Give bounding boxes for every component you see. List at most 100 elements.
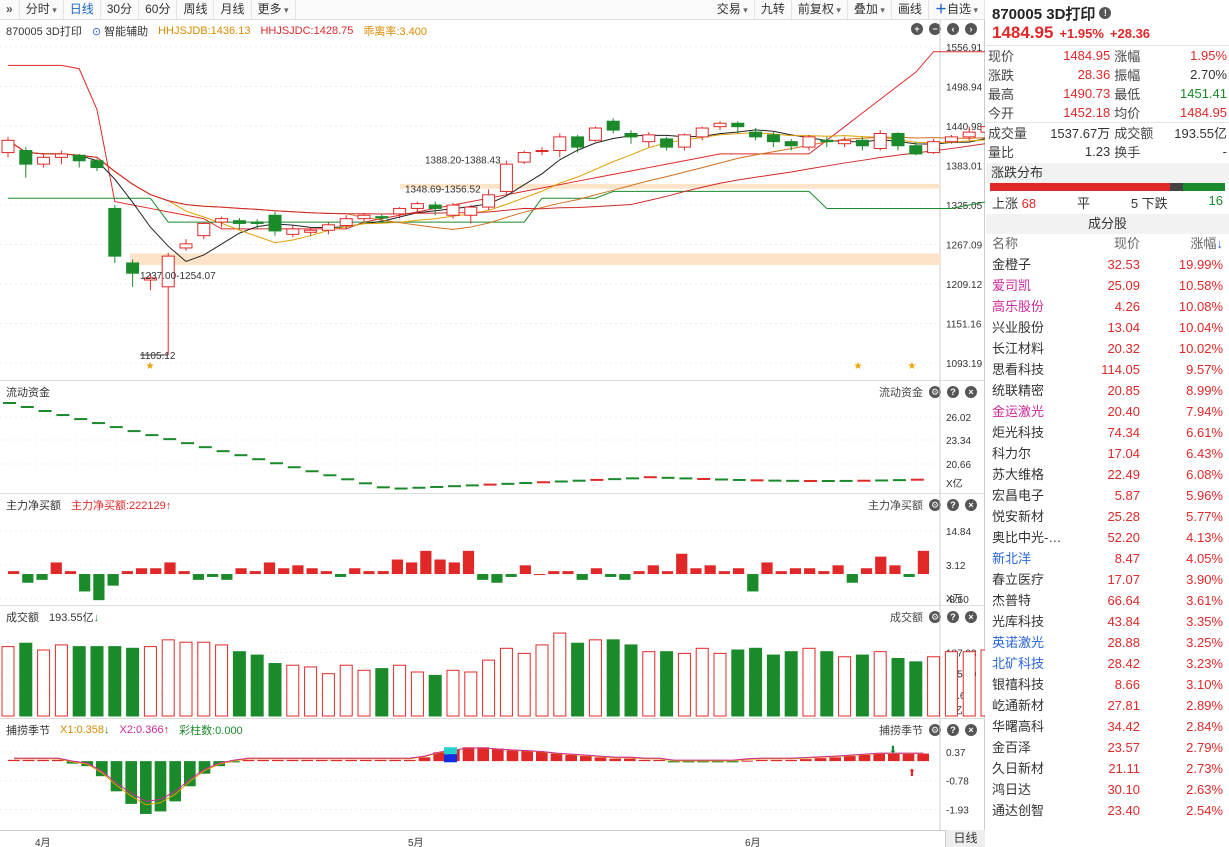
flat-label: 平 [1076,196,1090,211]
bar [272,759,284,762]
help-icon[interactable]: ? [947,724,959,736]
overlay-button[interactable]: 叠加 [848,0,892,19]
component-row[interactable]: 金运激光 20.40 7.94% [986,401,1229,422]
component-row[interactable]: 金百泽 23.57 2.79% [986,737,1229,758]
hhjsjdc-label: HHJSJDC:1428.75 [260,25,354,37]
tab-weekly[interactable]: 周线 [177,0,215,19]
tab-daily[interactable]: 日线 [64,0,101,19]
component-price: 21.11 [1108,761,1140,776]
component-row[interactable]: 炬光科技 74.34 6.61% [986,422,1229,443]
x-label-june: 6月 [745,838,761,847]
macd-title: 捕捞季节 [6,725,50,737]
component-row[interactable]: 屹通新材 27.81 2.89% [986,695,1229,716]
component-row[interactable]: 高乐股份 4.26 10.08% [986,296,1229,317]
candle-body [980,126,985,133]
col-price[interactable]: 现价 [1113,236,1140,251]
close-icon[interactable]: × [965,499,977,511]
close-icon[interactable]: × [965,386,977,398]
candle-body [143,277,157,281]
close-icon[interactable]: × [965,611,977,623]
component-price: 30.10 [1107,782,1140,797]
component-row[interactable]: 苏大维格 22.49 6.08% [986,464,1229,485]
component-row[interactable]: 光库科技 43.84 3.35% [986,611,1229,632]
component-row[interactable]: 春立医疗 17.07 3.90% [986,569,1229,590]
fuquan-button[interactable]: 前复权 [792,0,848,19]
component-row[interactable]: 鸿日达 30.10 2.63% [986,779,1229,800]
macd-panel[interactable]: 捕捞季节 X1:0.358↓ X2:0.366↑ 彩柱数:0.000 捕捞季节 ⚙? × … [0,718,985,830]
kline-chart[interactable]: 870005 3D打印 ⊙ 智能辅助 HHJSJDB:1436.13 HHJSJ… [0,20,985,380]
zoom-in-icon[interactable]: + [911,23,923,35]
bar [228,761,240,763]
bar [533,574,546,576]
help-icon[interactable]: ? [947,611,959,623]
component-row[interactable]: 奥比中光-… 52.20 4.13% [986,527,1229,548]
bar [697,761,709,763]
component-row[interactable]: 悦安新材 25.28 5.77% [986,506,1229,527]
trade-button[interactable]: 交易 [711,0,755,19]
tab-monthly[interactable]: 月线 [214,0,252,19]
component-row[interactable]: 北矿科技 28.42 3.23% [986,653,1229,674]
col-name[interactable]: 名称 [992,236,1019,251]
help-icon[interactable]: ? [947,499,959,511]
quote-value: 193.55亿 [1174,126,1227,141]
col-change[interactable]: 涨幅↓ [1190,236,1223,251]
netbuy-value: 主力净买额:222129↑ [71,500,172,512]
candle-body [268,214,282,232]
component-row[interactable]: 英诺激光 28.88 3.25% [986,632,1229,653]
y-tick-label: 125.29 [946,670,977,681]
component-row[interactable]: 金橙子 32.53 19.99% [986,254,1229,275]
tab-more[interactable]: 更多 [252,0,296,19]
annotation-zone-3: 1237.00-1254.07 [140,271,216,282]
bar [278,568,290,575]
scroll-right-icon[interactable]: › [965,23,977,35]
add-watchlist-button[interactable]: ＋自选 [929,0,985,19]
flow-panel[interactable]: 流动资金 流动资金 ⚙? × 26.02 23.34 20.66 X亿 [0,380,985,493]
collapse-icon[interactable]: » [0,0,20,19]
help-icon[interactable]: ? [947,386,959,398]
draw-button[interactable]: 画线 [892,0,929,19]
netbuy-panel[interactable]: 主力净买额 主力净买额:222129↑ 主力净买额 ⚙? × 14.84 3.12 -8.… [0,493,985,605]
component-row[interactable]: 思看科技 114.05 9.57% [986,359,1229,380]
component-row[interactable]: 华曙高科 34.42 2.84% [986,716,1229,737]
color-bar [444,747,457,755]
volume-value: 193.55亿↓ [49,612,100,624]
quote-value: 1.95% [1190,48,1227,63]
zoom-out-icon[interactable]: − [929,23,941,35]
quote-row: 成交量 1537.67万 成交额 193.55亿 [986,122,1229,143]
scroll-left-icon[interactable]: ‹ [947,23,959,35]
jiuzhuan-button[interactable]: 九转 [755,0,792,19]
component-row[interactable]: 科力尔 17.04 6.43% [986,443,1229,464]
component-row[interactable]: 统联精密 20.85 8.99% [986,380,1229,401]
candle-body [304,229,318,233]
component-row[interactable]: 宏昌电子 5.87 5.96% [986,485,1229,506]
component-row[interactable]: 久日新材 21.11 2.73% [986,758,1229,779]
settings-icon[interactable]: ⚙ [929,499,941,511]
bar [178,571,190,575]
component-row[interactable]: 通达创智 23.40 2.54% [986,800,1229,821]
tab-fenshi[interactable]: 分时 [20,0,64,19]
bar [718,571,730,575]
tab-60min[interactable]: 60分 [139,0,178,19]
component-row[interactable]: 兴业股份 13.04 10.04% [986,317,1229,338]
settings-icon[interactable]: ⚙ [929,724,941,736]
bar [638,759,651,762]
assist-icon: ⊙ [91,26,102,38]
component-row[interactable]: 银禧科技 8.66 3.10% [986,674,1229,695]
tab-30min[interactable]: 30分 [101,0,140,19]
component-row[interactable]: 爱司凯 25.09 10.58% [986,275,1229,296]
settings-icon[interactable]: ⚙ [929,386,941,398]
close-icon[interactable]: × [965,724,977,736]
x-label-may: 5月 [408,838,424,847]
info-icon[interactable]: ! [1099,7,1112,19]
component-price: 22.49 [1107,467,1140,482]
macd-x2: X2:0.366↑ [119,724,170,736]
bar [301,759,313,762]
settings-icon[interactable]: ⚙ [929,611,941,623]
component-row[interactable]: 长江材料 20.32 10.02% [986,338,1229,359]
component-row[interactable]: 杰普特 66.64 3.61% [986,590,1229,611]
smart-assist-toggle[interactable]: ⊙ 智能辅助 [92,23,148,39]
period-tab[interactable]: 日线 [945,830,985,847]
component-change: 10.08% [1178,299,1223,314]
component-row[interactable]: 新北洋 8.47 4.05% [986,548,1229,569]
